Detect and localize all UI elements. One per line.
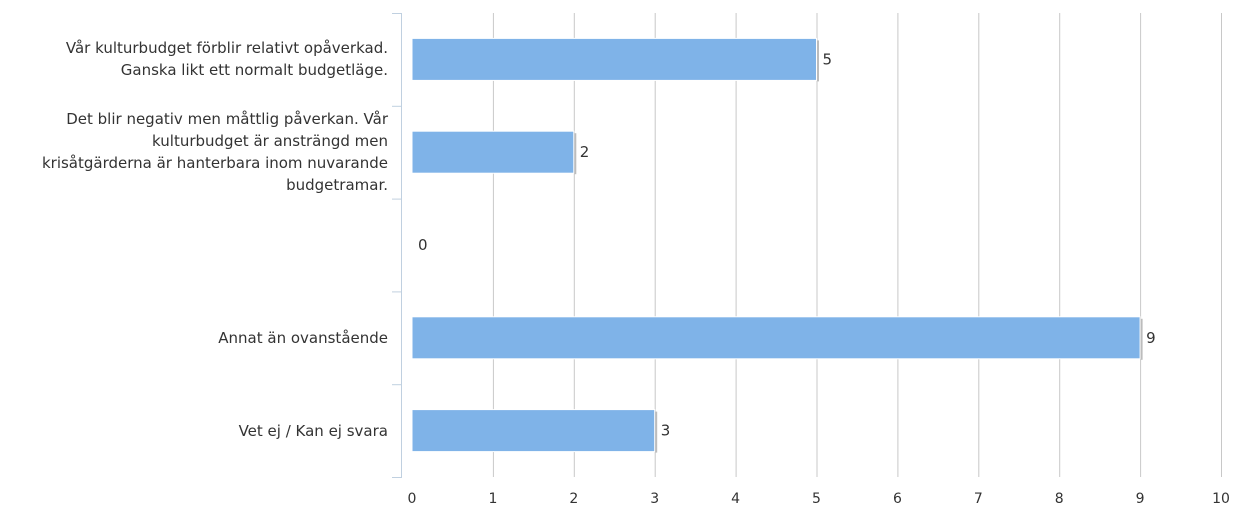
data-label: 3 — [661, 422, 671, 440]
category-label: Det blir negativ men måttlig påverkan. V… — [41, 110, 388, 195]
data-label: 9 — [1146, 329, 1156, 347]
bar — [411, 316, 1141, 360]
x-tick-label: 0 — [408, 491, 417, 507]
x-tick-label: 4 — [731, 491, 740, 507]
category-label: Vet ej / Kan ej svara — [238, 421, 388, 440]
x-tick-label: 9 — [1136, 491, 1145, 507]
category-label: Vår kulturbudget förblir relativt opåver… — [65, 39, 388, 80]
x-tick-label: 1 — [488, 491, 497, 507]
x-tick-label: 6 — [893, 491, 902, 507]
data-label: 0 — [418, 236, 428, 254]
x-tick-label: 5 — [812, 491, 821, 507]
x-tick-label: 7 — [974, 491, 983, 507]
data-label: 5 — [823, 50, 833, 68]
x-tick-label: 10 — [1212, 491, 1230, 507]
x-tick-label: 2 — [569, 491, 578, 507]
bar — [411, 409, 656, 453]
category-label: Annat än ovanstående — [218, 328, 388, 347]
bar — [411, 37, 817, 81]
bar — [411, 130, 575, 174]
x-tick-label: 3 — [650, 491, 659, 507]
data-label: 2 — [580, 143, 590, 161]
x-tick-label: 8 — [1055, 491, 1064, 507]
